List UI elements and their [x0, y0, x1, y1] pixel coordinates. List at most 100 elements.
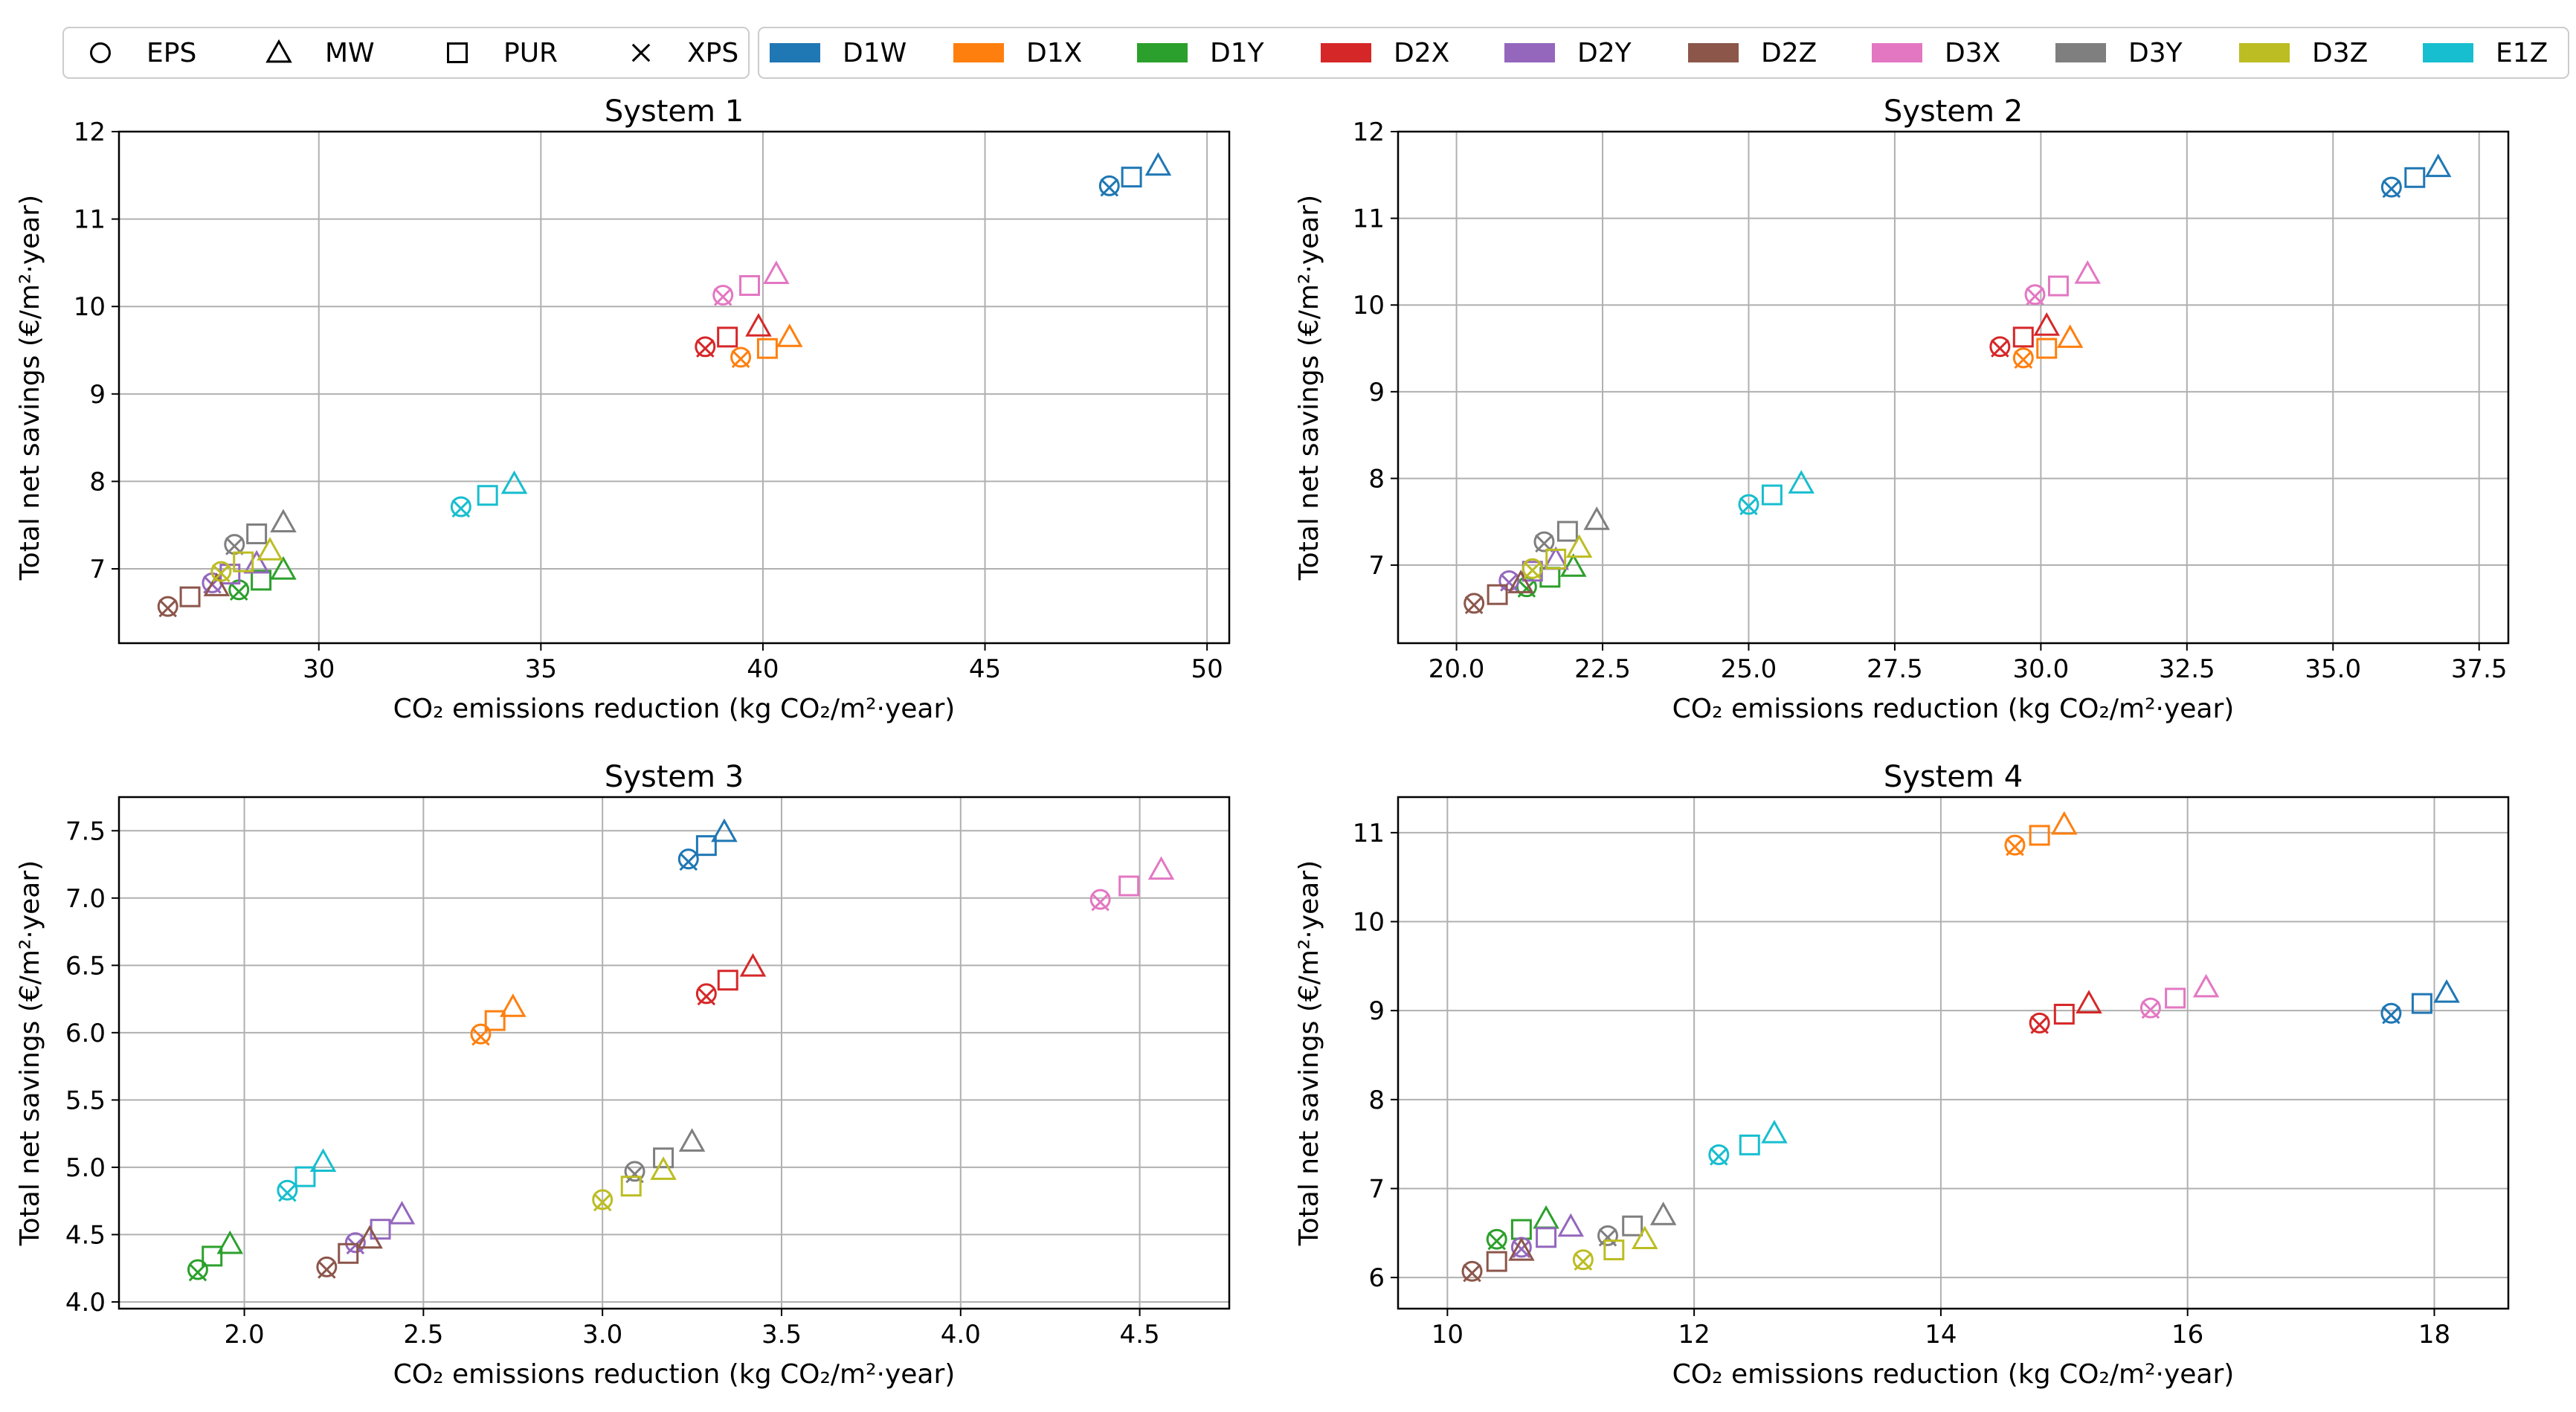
point-d3z-xps: [1574, 1252, 1593, 1271]
x-tick-label: 4.5: [1120, 1320, 1160, 1350]
legend-label-pur: PUR: [503, 38, 558, 68]
data-points: [157, 152, 1172, 618]
point-d3z-pur: [1545, 548, 1567, 570]
point-d3y-mw: [1583, 506, 1610, 530]
y-tick-label: 9: [1368, 996, 1385, 1026]
x-axis-label: CO₂ emissions reduction (kg CO₂/m²·year): [393, 694, 956, 724]
point-e1z-xps: [278, 1184, 297, 1202]
point-d1y-pur: [202, 1245, 223, 1267]
legend-marker-xps: [631, 43, 651, 62]
point-d2y-xps: [346, 1236, 365, 1255]
point-d2z-mw: [1508, 1237, 1535, 1261]
x-tick-label: 35.0: [2305, 654, 2361, 684]
grid: [1398, 797, 2508, 1309]
point-d2z-mw: [1507, 570, 1534, 593]
point-d3y-eps: [624, 1161, 645, 1182]
x-tick-label: 12: [1678, 1320, 1710, 1350]
point-d3z-pur: [620, 1176, 642, 1197]
point-d1y-mw: [270, 555, 297, 580]
legend-label-d3z: D3Z: [2312, 38, 2368, 68]
point-d1y-xps: [229, 582, 248, 601]
point-d1x-mw: [500, 993, 527, 1017]
point-d2x-eps: [695, 336, 716, 358]
point-d3x-xps: [713, 288, 732, 306]
point-d2z-pur: [1486, 1251, 1507, 1272]
data-points: [187, 818, 1175, 1282]
x-tick-label: 50: [1191, 654, 1223, 684]
point-d2x-pur: [2053, 1003, 2075, 1025]
point-d1x-mw: [2056, 324, 2084, 348]
point-d1w-eps: [2380, 1002, 2402, 1024]
y-tick-label: 6.5: [65, 951, 106, 981]
point-e1z-xps: [1739, 497, 1758, 516]
x-tick-label: 27.5: [1867, 654, 1923, 684]
panel-title: System 4: [1884, 760, 2023, 794]
point-d1w-mw: [711, 818, 738, 842]
plot-frame: [117, 130, 1231, 645]
x-tick-label: 30: [303, 654, 335, 684]
grid: [1398, 131, 2508, 643]
point-d1y-xps: [1517, 579, 1536, 598]
legend-label-xps: XPS: [687, 38, 738, 68]
legend-swatch-d3z: [2239, 43, 2290, 62]
x-tick-label: 10: [1432, 1320, 1464, 1350]
y-tick-label: 10: [74, 292, 106, 322]
point-d1w-xps: [1100, 178, 1119, 197]
point-d2y-eps: [1498, 570, 1520, 592]
point-d3x-pur: [1118, 875, 1140, 897]
point-d3z-xps: [1523, 561, 1542, 580]
point-d2x-pur: [717, 326, 738, 348]
panel-system-2: 20.0 22.5 25.0 27.5 30.0 32.5 35.0 37.5 7 8 9 10 11 1…: [1294, 94, 2510, 724]
legend-label-d2x: D2X: [1394, 38, 1449, 68]
x-tick-label: 22.5: [1574, 654, 1631, 684]
point-d1x-pur: [2036, 338, 2058, 359]
y-tick-label: 10: [1353, 291, 1385, 320]
y-tick-label: 12: [1353, 117, 1385, 147]
legend-label-d2y: D2Y: [1577, 38, 1632, 68]
legend: EPS MW PUR XPS D1W D1X D1Y D2X D2Y D2Z D3X D3Y D3Z E1…: [62, 27, 2569, 79]
legend-swatch-d1x: [953, 43, 1004, 62]
point-e1z-eps: [277, 1179, 298, 1201]
point-d1y-xps: [188, 1263, 207, 1282]
point-e1z-mw: [1761, 1120, 1788, 1144]
legend-swatch-d2z: [1688, 43, 1739, 62]
point-d1x-mw: [2051, 810, 2078, 835]
point-d1x-eps: [470, 1023, 492, 1045]
x-tick-label: 25.0: [1721, 654, 1777, 684]
point-d2x-eps: [2029, 1012, 2050, 1034]
point-d1x-mw: [776, 323, 803, 347]
point-d2z-pur: [1487, 584, 1508, 605]
panel-title: System 3: [605, 760, 744, 794]
panel-title: System 1: [605, 94, 744, 129]
point-d1x-pur: [756, 338, 778, 359]
point-d3z-mw: [1565, 534, 1593, 558]
point-d2x-xps: [1991, 339, 2009, 358]
point-d3y-mw: [1649, 1202, 1677, 1225]
plot-frame: [1397, 130, 2510, 645]
y-tick-label: 10: [1353, 908, 1385, 938]
point-d2x-mw: [745, 313, 772, 337]
point-d3z-eps: [210, 561, 232, 582]
point-d3y-eps: [1597, 1225, 1618, 1246]
point-d3x-xps: [2026, 287, 2044, 306]
point-e1z-xps: [1710, 1147, 1728, 1166]
y-tick-label: 6.0: [65, 1019, 106, 1048]
y-tick-label: 8: [1368, 464, 1385, 494]
y-tick-label: 4.5: [65, 1220, 106, 1250]
legend-label-e1z: E1Z: [2496, 38, 2548, 68]
data-points: [1461, 810, 2460, 1283]
point-d3y-pur: [1556, 520, 1578, 542]
point-d3z-xps: [212, 564, 231, 583]
x-axis-label: CO₂ emissions reduction (kg CO₂/m²·year): [1672, 1359, 2235, 1390]
panels: 30 35 40 45 50 7 8 9 10 11 12 System 1 CO₂ emissions…: [15, 94, 2510, 1390]
point-d3x-eps: [712, 284, 734, 306]
legend-label-d3y: D3Y: [2128, 38, 2183, 68]
point-d3x-eps: [2139, 997, 2161, 1019]
point-d2z-mw: [203, 573, 231, 596]
point-d1x-xps: [2014, 350, 2033, 369]
point-d1x-xps: [2006, 837, 2024, 857]
y-tick-label: 12: [74, 117, 106, 147]
point-d1w-pur: [2404, 167, 2426, 188]
point-d2z-mw: [356, 1225, 383, 1249]
legend-label-d1y: D1Y: [1210, 38, 1265, 68]
